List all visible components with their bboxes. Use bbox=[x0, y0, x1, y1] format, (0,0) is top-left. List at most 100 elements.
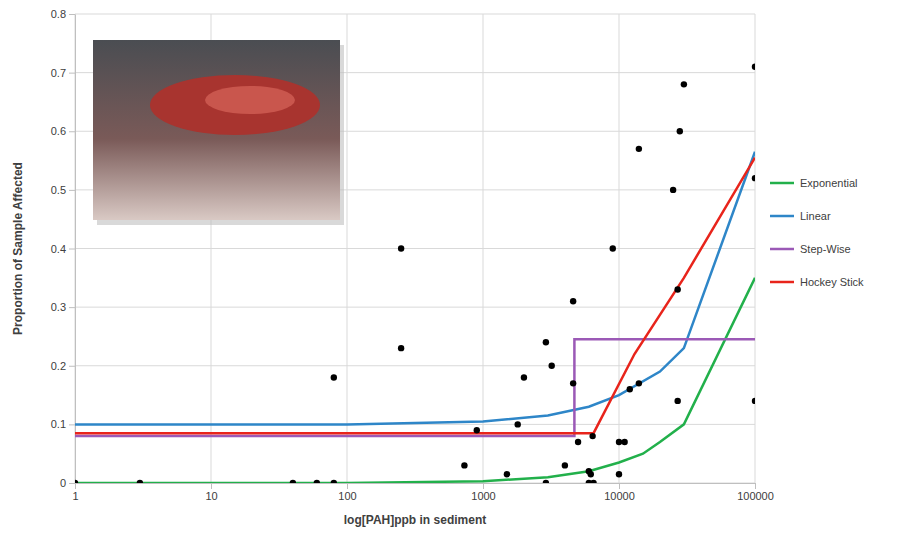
y-tick-mark bbox=[69, 307, 75, 308]
x-tick-label: 1 bbox=[72, 490, 78, 502]
series-line bbox=[75, 158, 755, 434]
x-tick-label: 10000 bbox=[604, 490, 635, 502]
data-point bbox=[627, 386, 633, 392]
y-tick: 0 bbox=[60, 477, 75, 489]
plot-area bbox=[75, 64, 755, 483]
y-tick-label: 0.7 bbox=[51, 67, 66, 79]
data-point bbox=[575, 439, 581, 445]
data-point bbox=[504, 471, 510, 477]
data-point bbox=[674, 398, 680, 404]
legend-label: Linear bbox=[800, 210, 831, 222]
y-tick-label: 0.8 bbox=[51, 8, 66, 20]
y-tick-label: 0.6 bbox=[51, 125, 66, 137]
y-axis-line bbox=[75, 15, 76, 484]
y-tick-mark bbox=[69, 424, 75, 425]
data-point bbox=[570, 380, 576, 386]
legend: Exponential Linear Step-Wise Hockey Stick bbox=[770, 177, 864, 288]
y-axis-title: Proportion of Sample Affected bbox=[11, 162, 25, 335]
grid-line-y bbox=[75, 248, 755, 249]
y-tick-mark bbox=[69, 73, 75, 74]
data-point bbox=[137, 480, 143, 483]
x-axis: 1 10 100 1000 10000 100000 bbox=[72, 483, 773, 502]
x-tick-mark bbox=[755, 483, 756, 489]
data-point bbox=[752, 398, 755, 404]
data-point bbox=[674, 286, 680, 292]
y-tick-label: 0.4 bbox=[51, 243, 66, 255]
series-line bbox=[75, 339, 755, 436]
legend-item: Step-Wise bbox=[770, 243, 851, 255]
data-point bbox=[521, 374, 527, 380]
data-point bbox=[331, 374, 337, 380]
legend-swatch bbox=[770, 248, 794, 251]
x-tick-mark bbox=[619, 483, 620, 489]
x-tick: 1000 bbox=[471, 483, 495, 502]
data-point bbox=[752, 64, 755, 70]
data-point bbox=[636, 146, 642, 152]
x-tick-label: 10 bbox=[205, 490, 217, 502]
legend-item: Linear bbox=[770, 210, 831, 222]
data-point bbox=[331, 480, 337, 483]
data-point bbox=[515, 421, 521, 427]
legend-item: Exponential bbox=[770, 177, 858, 189]
legend-swatch bbox=[770, 182, 794, 185]
x-tick: 10 bbox=[205, 483, 217, 502]
x-tick-mark bbox=[347, 483, 348, 489]
grid-line-y bbox=[75, 365, 755, 366]
data-point bbox=[670, 187, 676, 193]
y-tick: 0.4 bbox=[51, 243, 75, 255]
legend-swatch bbox=[770, 281, 794, 284]
data-point bbox=[398, 245, 404, 251]
y-tick-label: 0.1 bbox=[51, 418, 66, 430]
inset-photo bbox=[93, 40, 344, 225]
y-tick: 0.7 bbox=[51, 67, 75, 79]
x-tick-label: 100000 bbox=[737, 490, 774, 502]
grid bbox=[75, 14, 755, 483]
data-point bbox=[549, 363, 555, 369]
grid-line-y bbox=[75, 307, 755, 308]
data-point bbox=[543, 480, 549, 483]
y-tick: 0.5 bbox=[51, 184, 75, 196]
chart: 1 10 100 1000 10000 100000 0 0.1 0.2 0.3 0.4 0.5 0.6… bbox=[0, 0, 908, 536]
data-point bbox=[314, 480, 320, 483]
y-tick-mark bbox=[69, 190, 75, 191]
data-point bbox=[636, 380, 642, 386]
series-line bbox=[75, 278, 755, 483]
x-tick-mark bbox=[75, 483, 76, 489]
data-point bbox=[474, 427, 480, 433]
inset-lesion-highlight bbox=[205, 86, 295, 114]
x-axis-title: log[PAH]ppb in sediment bbox=[344, 513, 486, 527]
grid-line-y bbox=[75, 14, 755, 15]
x-tick-label: 100 bbox=[338, 490, 356, 502]
y-tick-mark bbox=[69, 14, 75, 15]
data-point bbox=[562, 462, 568, 468]
legend-swatch bbox=[770, 215, 794, 218]
x-tick-label: 1000 bbox=[471, 490, 495, 502]
data-point bbox=[621, 439, 627, 445]
y-tick-mark bbox=[69, 131, 75, 132]
y-tick-label: 0.5 bbox=[51, 184, 66, 196]
data-point bbox=[588, 471, 594, 477]
legend-label: Hockey Stick bbox=[800, 276, 864, 288]
y-tick-mark bbox=[69, 249, 75, 250]
legend-label: Exponential bbox=[800, 177, 858, 189]
x-tick: 100 bbox=[338, 483, 356, 502]
legend-item: Hockey Stick bbox=[770, 276, 864, 288]
inset-lesion bbox=[150, 75, 320, 135]
x-tick: 1 bbox=[72, 483, 78, 502]
y-tick-label: 0 bbox=[60, 477, 66, 489]
data-point bbox=[543, 339, 549, 345]
x-axis-line bbox=[76, 483, 756, 484]
x-tick: 100000 bbox=[737, 483, 774, 502]
data-point bbox=[461, 462, 467, 468]
data-point bbox=[616, 439, 622, 445]
x-tick-mark bbox=[483, 483, 484, 489]
data-point bbox=[398, 345, 404, 351]
y-tick-mark bbox=[69, 366, 75, 367]
y-tick-label: 0.2 bbox=[51, 360, 66, 372]
y-tick-mark bbox=[69, 483, 75, 484]
y-tick-label: 0.3 bbox=[51, 301, 66, 313]
x-tick: 10000 bbox=[604, 483, 635, 502]
data-point bbox=[570, 298, 576, 304]
data-point bbox=[677, 128, 683, 134]
series-line bbox=[75, 152, 755, 425]
